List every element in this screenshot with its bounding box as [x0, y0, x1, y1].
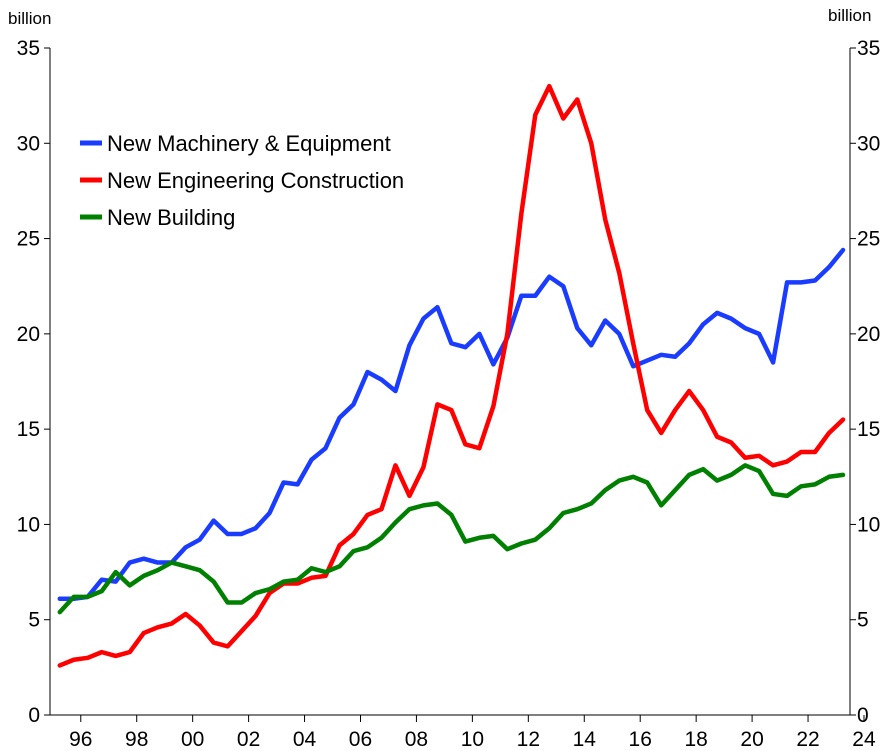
x-tick-label: 14	[573, 728, 597, 751]
x-tick-label: 24	[852, 728, 876, 751]
x-tick-label: 16	[629, 728, 652, 751]
x-tick-label: 06	[349, 728, 372, 751]
x-tick-label: 96	[69, 728, 92, 751]
x-tick-label: 10	[461, 728, 484, 751]
x-tick-label: 00	[181, 728, 204, 751]
legend-label: New Engineering Construction	[107, 168, 404, 193]
y-tick-label: 30	[17, 132, 40, 155]
y2-tick-label: 5	[857, 609, 869, 632]
legend-label: New Building	[107, 205, 235, 230]
x-tick-label: 12	[517, 728, 540, 751]
y-tick-label: 25	[17, 228, 40, 251]
x-tick-label: 18	[684, 728, 707, 751]
y2-tick-label: 15	[857, 418, 880, 441]
legend-label: New Machinery & Equipment	[107, 131, 391, 156]
series-line	[57, 247, 846, 601]
y2-tick-label: 20	[857, 323, 880, 346]
y-tick-label: 0	[28, 704, 40, 727]
x-tick-label: 20	[740, 728, 763, 751]
y-tick-label: 10	[17, 513, 40, 536]
y-tick-label: 35	[17, 37, 40, 60]
y-unit-right: billion	[828, 6, 871, 25]
y2-tick-label: 35	[857, 37, 880, 60]
series-line	[57, 463, 846, 615]
x-tick-label: 02	[237, 728, 260, 751]
y-tick-label: 20	[17, 323, 40, 346]
y2-tick-label: 30	[857, 132, 880, 155]
y2-tick-label: 0	[857, 704, 869, 727]
y-tick-label: 15	[17, 418, 40, 441]
x-tick-label: 22	[796, 728, 819, 751]
x-tick-label: 04	[293, 728, 317, 751]
series-line	[57, 83, 846, 668]
x-tick-label: 98	[125, 728, 148, 751]
y2-tick-label: 10	[857, 513, 880, 536]
y-tick-label: 5	[28, 609, 40, 632]
x-tick-label: 08	[405, 728, 428, 751]
y-unit-left: billion	[8, 9, 51, 28]
y2-tick-label: 25	[857, 228, 880, 251]
